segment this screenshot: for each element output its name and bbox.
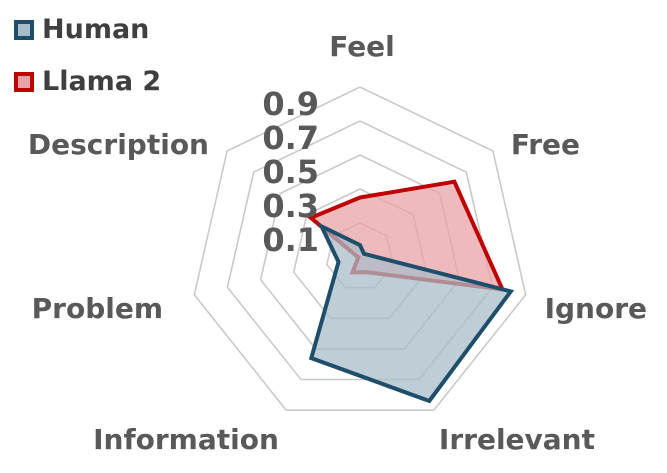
category-label-free: Free — [511, 128, 580, 161]
category-label-description: Description — [28, 128, 209, 161]
legend-swatch-llama2 — [14, 71, 34, 92]
grid-ring — [193, 86, 527, 412]
category-label-problem: Problem — [32, 292, 163, 325]
radial-tick-labels: 0.10.30.50.70.9 — [262, 85, 319, 259]
tick-label: 0.3 — [262, 187, 319, 225]
legend-item-llama2: Llama 2 — [14, 66, 161, 97]
tick-label: 0.9 — [262, 85, 319, 123]
category-label-irrelevant: Irrelevant — [439, 423, 595, 456]
series-human-polygon — [308, 221, 515, 404]
category-label-information: Information — [93, 423, 279, 456]
series-layer — [306, 179, 515, 404]
category-labels: Feel Free Ignore Irrelevant Information Probl… — [28, 30, 647, 456]
legend-item-human: Human — [14, 14, 149, 45]
category-label-feel: Feel — [329, 30, 395, 63]
legend-label-llama2: Llama 2 — [42, 66, 162, 97]
tick-label: 0.7 — [262, 119, 319, 157]
category-label-ignore: Ignore — [545, 292, 647, 325]
legend-label-human: Human — [42, 14, 150, 45]
tick-label: 0.1 — [262, 221, 319, 259]
tick-label: 0.5 — [262, 153, 319, 191]
legend-swatch-human — [14, 19, 34, 40]
grid-ring — [226, 120, 494, 381]
